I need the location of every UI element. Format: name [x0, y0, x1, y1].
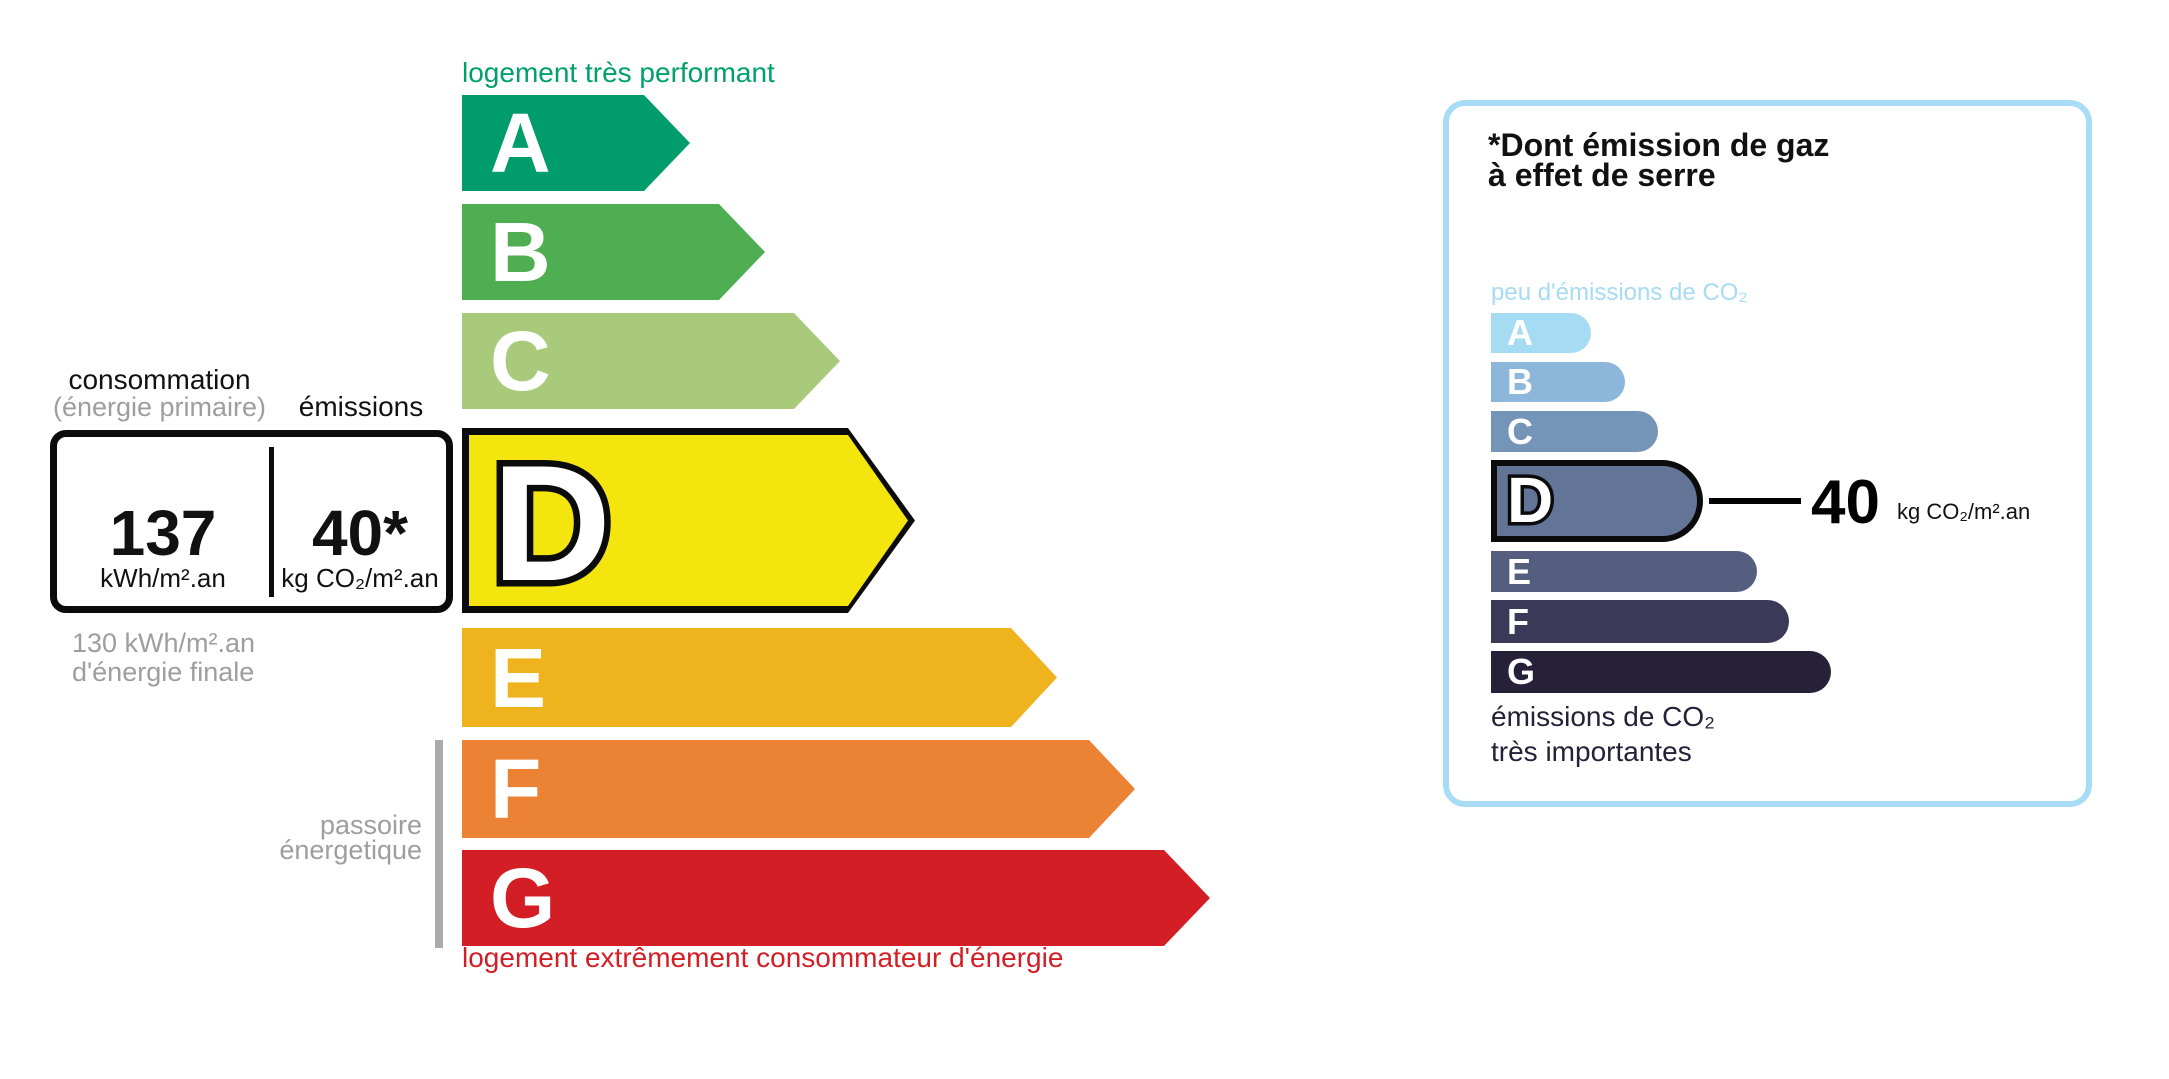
consumption-value: 137 — [109, 497, 217, 569]
consumption-unit: kWh/m².an — [100, 563, 226, 593]
co2-panel-title: *Dont émission de gaz à effet de serre — [1488, 127, 1830, 193]
energy-bar-g: G — [462, 850, 1210, 946]
grade-letter-a: A — [490, 96, 551, 190]
grade-letter-f: F — [490, 742, 542, 836]
co2-value-unit: kg CO₂/m².an — [1897, 499, 2031, 524]
emissions-header: émissions — [298, 391, 424, 422]
grade-letter-g: G — [490, 851, 556, 945]
co2-title-line2: à effet de serre — [1488, 157, 1716, 193]
svg-text:D: D — [492, 431, 611, 613]
co2-bar-g: G — [1491, 651, 1831, 693]
sieve-line1: passoire — [319, 810, 422, 840]
value-box: 137 kWh/m².an 40* kg CO₂/m².an — [50, 430, 453, 613]
emissions-value: 40* — [311, 497, 409, 569]
final-energy-line2: d'énergie finale — [72, 657, 255, 687]
grade-letter-b: B — [490, 205, 551, 299]
emissions-unit: kg CO₂/m².an — [281, 563, 439, 593]
co2-grade-letter-g: G — [1507, 651, 1536, 692]
energy-bar-e: E — [462, 628, 1057, 727]
energy-bar-a: A — [462, 95, 690, 191]
energy-bar-current-fill — [469, 435, 908, 606]
co2-bar-d: D — [1491, 460, 1703, 542]
energy-sieve-label: passoire énergetique — [200, 810, 422, 865]
co2-grade-letter-e: E — [1507, 550, 1532, 592]
co2-grade-letter-b: B — [1507, 361, 1533, 402]
energy-bar-c: C — [462, 313, 840, 409]
top-performance-label: logement très performant — [462, 57, 775, 88]
grade-letter-e: E — [490, 630, 547, 725]
co2-bar-f: F — [1491, 600, 1789, 643]
consumption-subheader: (énergie primaire) — [52, 392, 267, 422]
co2-bar-b: B — [1491, 362, 1625, 402]
energy-bar-d: D — [462, 428, 915, 613]
grade-letter-c: C — [490, 314, 551, 408]
final-energy-line1: 130 kWh/m².an — [72, 628, 256, 658]
co2-value: 40 — [1811, 468, 1880, 537]
co2-bar-e: E — [1491, 551, 1757, 592]
co2-grade-letter-a: A — [1507, 312, 1533, 353]
svg-text:D: D — [1507, 464, 1553, 536]
co2-title-line1: *Dont émission de gaz — [1488, 127, 1830, 163]
co2-value-connector — [1709, 498, 1801, 504]
co2-high-line1: émissions de CO₂ — [1491, 701, 1716, 732]
current-grade-letter: D — [462, 428, 915, 613]
co2-emissions-panel: *Dont émission de gaz à effet de serre p… — [1443, 100, 2092, 807]
sieve-marker-bar — [435, 740, 443, 948]
energy-bar-f: F — [462, 740, 1135, 838]
co2-low-label: peu d'émissions de CO₂ — [1491, 279, 1748, 306]
bottom-consumer-label: logement extrêmement consommateur d'éner… — [462, 942, 1064, 973]
final-energy-note: 130 kWh/m².an d'énergie finale — [72, 629, 255, 687]
co2-grade-letter-f: F — [1507, 600, 1529, 642]
sieve-line2: énergetique — [279, 835, 422, 865]
co2-current-grade-letter: D — [1504, 461, 1557, 540]
value-box-divider — [269, 447, 274, 597]
co2-bar-a: A — [1491, 313, 1591, 353]
co2-grade-letter-c: C — [1507, 410, 1533, 452]
energy-bar-b: B — [462, 204, 765, 300]
co2-high-label: émissions de CO₂ très importantes — [1491, 699, 1715, 769]
consumption-header: consommation — [68, 364, 251, 395]
co2-bar-c: C — [1491, 411, 1658, 452]
co2-high-line2: très importantes — [1491, 736, 1692, 767]
